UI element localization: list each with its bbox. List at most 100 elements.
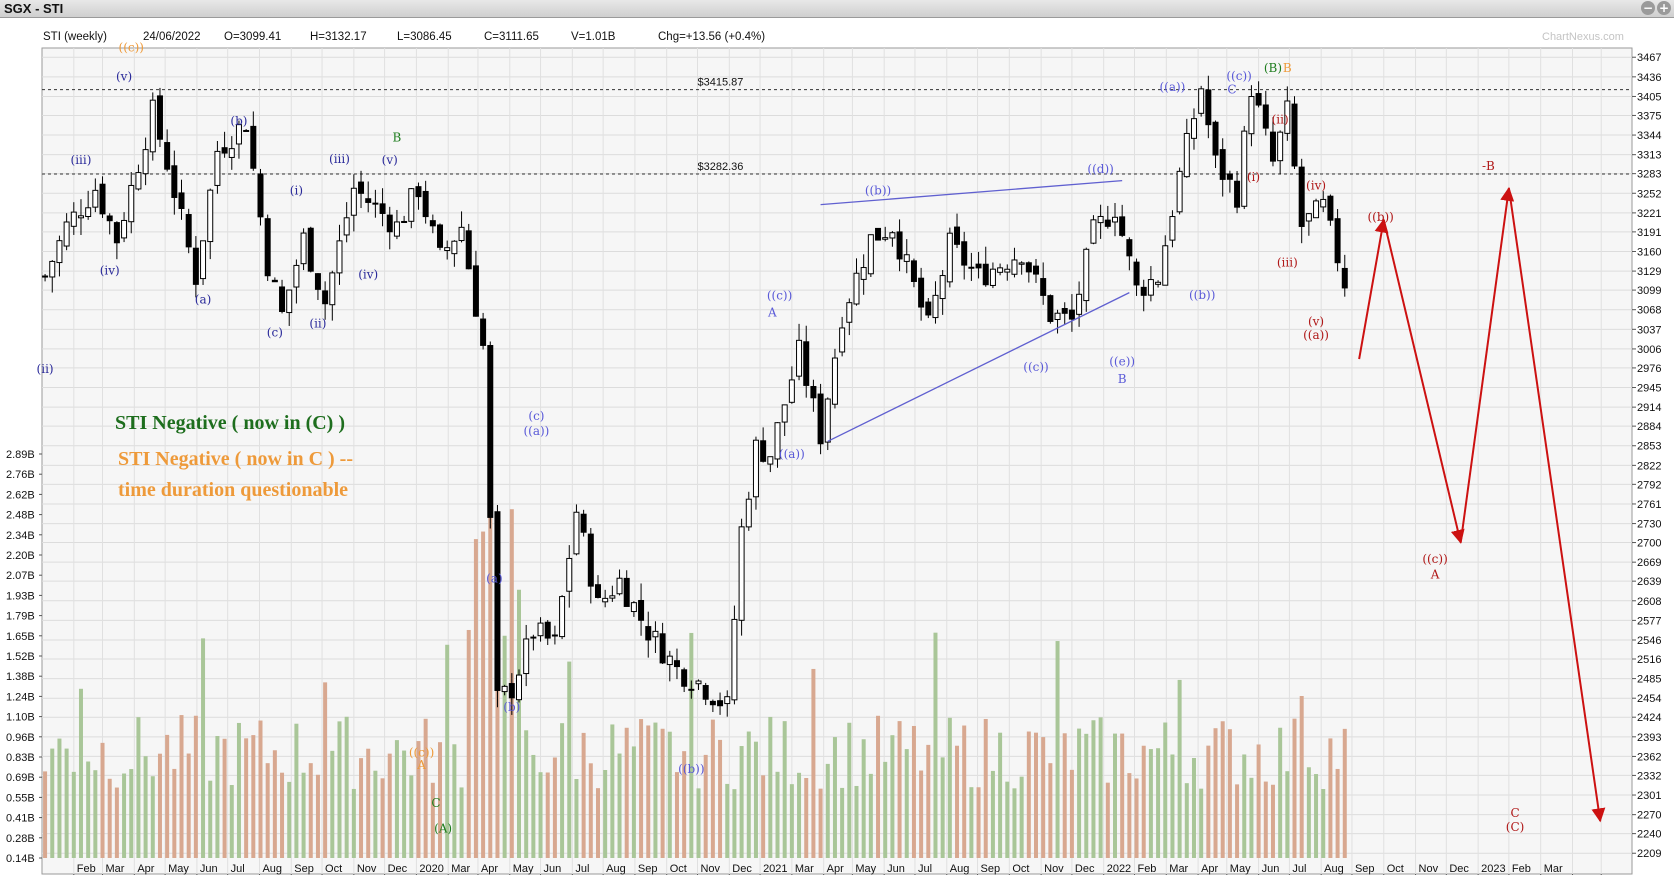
candle-body [415, 186, 422, 198]
volume-bar [725, 783, 730, 858]
volume-tick-label: 2.20B [6, 550, 35, 562]
candle-body [1320, 198, 1327, 208]
volume-bar [876, 715, 881, 858]
volume-bar [990, 770, 995, 858]
time-tick-label: Nov [1044, 863, 1064, 875]
volume-bar [1270, 784, 1275, 858]
trendline [827, 292, 1130, 442]
candle-body [954, 226, 961, 245]
volume-bar [861, 739, 866, 858]
maximize-button[interactable]: + [1657, 1, 1671, 15]
candle-body [867, 234, 874, 275]
time-tick-label: Apr [827, 863, 844, 875]
volume-bar [983, 718, 988, 858]
candle-body [1248, 96, 1255, 135]
volume-bar [595, 788, 600, 858]
time-tick-label: Feb [1512, 863, 1531, 875]
candle-body [472, 265, 479, 317]
volume-bar [631, 746, 636, 858]
volume-bar [1342, 728, 1347, 858]
candle-body [566, 557, 573, 592]
price-tick-label: 2393 [1637, 732, 1661, 744]
candle-body [1269, 131, 1276, 162]
volume-bar [236, 722, 241, 858]
candle-body [516, 674, 522, 701]
volume-bar [258, 720, 263, 858]
volume-bar [646, 725, 651, 858]
volume-bar [172, 768, 177, 858]
candle-body [810, 386, 817, 399]
wave-label: ((a)) [1303, 328, 1329, 342]
volume-tick-label: 1.79B [6, 611, 35, 623]
volume-bar [287, 781, 292, 858]
volume-bar [387, 753, 392, 858]
wave-label: ((b)) [1367, 210, 1393, 224]
volume-bar [1299, 695, 1304, 858]
projection-segment [1507, 188, 1606, 823]
candle-body [451, 240, 458, 255]
price-tick-label: 3068 [1637, 305, 1661, 317]
time-tick-label: Aug [262, 863, 282, 875]
note-green: STI Negative ( now in (C) ) [115, 412, 345, 434]
volume-bar [222, 738, 227, 858]
time-tick-label: Jul [1292, 863, 1306, 875]
volume-bar [789, 784, 794, 858]
volume-bar [438, 742, 443, 858]
volume-bar [394, 740, 399, 858]
wave-label: (c) [528, 409, 544, 423]
volume-bar [911, 725, 916, 858]
time-tick-label: Nov [357, 863, 377, 875]
volume-bar [1048, 763, 1053, 858]
candle-body [271, 279, 278, 283]
volume-bar [344, 716, 349, 858]
candle-body [788, 379, 795, 403]
volume-bar [1041, 737, 1046, 858]
chart-area[interactable]: $3415.87 $3282.36 ((c)) (v) (iii) (iv) (ii) (b… [0, 18, 1674, 875]
wave-label: (v) [116, 70, 132, 84]
wave-label: (iii) [1277, 256, 1298, 270]
candle-body [745, 498, 752, 528]
candle-body [156, 95, 163, 140]
time-tick-label: Nov [1419, 863, 1439, 875]
candle-body [1298, 166, 1305, 227]
candle-body [1090, 219, 1097, 244]
volume-bar [639, 719, 644, 858]
volume-bar [524, 730, 529, 858]
time-tick-label: Dec [732, 863, 752, 875]
reference-label: $3415.87 [697, 77, 743, 89]
minimize-button[interactable]: − [1641, 1, 1655, 15]
price-tick-label: 3283 [1637, 169, 1661, 181]
volume-bar [1184, 783, 1189, 858]
volume-bar [746, 731, 751, 858]
volume-bar [933, 632, 938, 858]
wave-label: (a) [486, 571, 503, 585]
price-tick-label: 2270 [1637, 810, 1661, 822]
volume-bar [854, 785, 859, 858]
candle-body [918, 277, 925, 308]
candle-body [817, 393, 824, 445]
volume-bar [782, 721, 787, 858]
candle-body [343, 217, 350, 236]
candle-body [666, 655, 673, 666]
candle-body [824, 398, 831, 443]
candle-body [961, 241, 968, 266]
candle-body [731, 618, 738, 701]
candle-body [350, 187, 357, 216]
candle-body [480, 318, 487, 346]
candle-body [695, 680, 702, 685]
candle-body [946, 232, 953, 283]
candle-body [386, 214, 393, 233]
candle-body [63, 221, 70, 247]
candle-body [56, 240, 63, 264]
price-tick-label: 3375 [1637, 110, 1661, 122]
volume-bar [1249, 777, 1254, 858]
price-tick-label: 2362 [1637, 751, 1661, 763]
wave-label: B [393, 130, 402, 144]
candle-body [638, 599, 645, 621]
volume-tick-label: 1.65B [6, 631, 35, 643]
candle-body [559, 596, 566, 638]
candle-body [235, 124, 242, 145]
volume-bar [653, 722, 658, 858]
watermark: ChartNexus.com [1542, 31, 1624, 43]
volume-bar [301, 772, 306, 858]
